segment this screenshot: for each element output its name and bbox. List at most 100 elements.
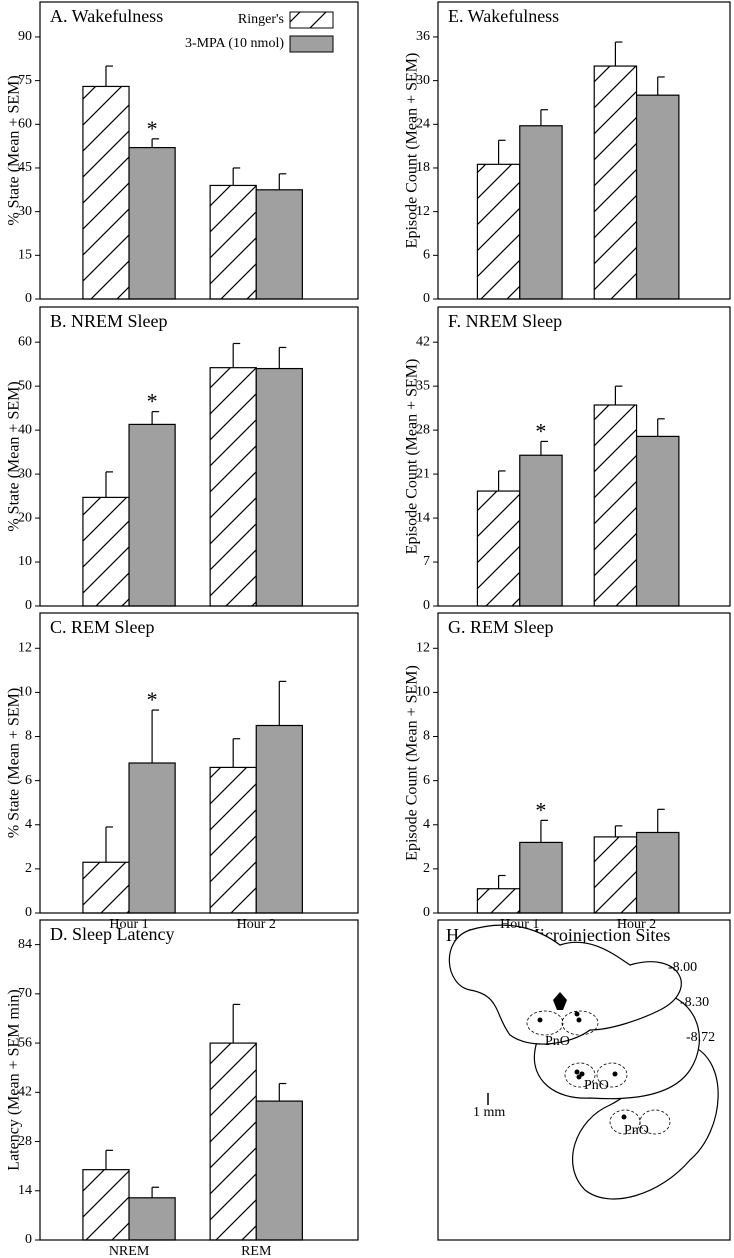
- y-tick-label: 50: [18, 378, 32, 393]
- y-tick-label: 70: [18, 986, 32, 1001]
- bar: [209, 367, 257, 607]
- y-tick-label: 35: [416, 378, 430, 393]
- error-bar: [278, 346, 287, 369]
- bar: [593, 65, 638, 300]
- y-tick-label: 6: [423, 248, 430, 263]
- bar: [82, 85, 130, 300]
- error-bar: [232, 1003, 241, 1044]
- y-tick-label: 14: [18, 1183, 32, 1198]
- panel: 0 10 20 30 40 50 60 % State (Mean + SEM) * B. NRE…: [6, 306, 359, 613]
- error-bar: [278, 680, 287, 726]
- bar: [635, 94, 680, 300]
- error-bar: [614, 825, 623, 837]
- panel-frame: [437, 306, 731, 607]
- bar: [635, 831, 680, 914]
- error-bar: [614, 385, 623, 405]
- y-tick-label: 45: [18, 160, 32, 175]
- panel-title: B. NREM Sleep: [50, 311, 168, 331]
- y-tick-label: 28: [18, 1134, 32, 1149]
- bar: [128, 146, 176, 300]
- y-axis-label: Episode Count (Mean + SEM): [404, 665, 421, 861]
- y-axis-label: % State (Mean + SEM): [6, 75, 23, 225]
- y-tick-label: 14: [416, 510, 430, 525]
- bar: [476, 490, 521, 607]
- y-tick-label: 8: [25, 729, 32, 744]
- error-bar: [151, 709, 160, 763]
- x-tick-label: NREM: [109, 1244, 150, 1258]
- bar: [128, 762, 176, 914]
- y-tick-label: 60: [18, 334, 32, 349]
- y-tick-label: 30: [18, 466, 32, 481]
- level-label: -8.30: [680, 995, 709, 1010]
- y-tick-label: 12: [18, 641, 32, 656]
- pno-outlines: [526, 1010, 671, 1135]
- y-tick-label: 6: [423, 773, 430, 788]
- panel: 0 2 4 6 8 10 12 Episode Count (Mean + SEM) Hour …: [404, 612, 731, 932]
- panel-title: A. Wakefulness: [50, 6, 163, 26]
- y-tick-label: 90: [18, 29, 32, 44]
- y-tick-label: 10: [416, 685, 430, 700]
- y-tick-label: 0: [25, 598, 32, 613]
- x-tick-label: Hour 1: [500, 917, 539, 932]
- y-tick-label: 0: [423, 291, 430, 306]
- x-tick-label: REM: [241, 1244, 272, 1258]
- section-800: [448, 924, 682, 1045]
- bar: [255, 1100, 303, 1241]
- error-bar: [105, 826, 113, 863]
- y-tick-label: 30: [416, 73, 430, 88]
- aqueduct: [553, 992, 567, 1010]
- y-tick-label: 84: [18, 937, 32, 952]
- error-bar: [657, 808, 665, 833]
- error-bar: [151, 138, 160, 148]
- y-axis-label: Episode Count (Mean + SEM): [404, 53, 421, 249]
- error-bar: [278, 1082, 287, 1102]
- bar: [255, 367, 303, 607]
- bar: [593, 404, 638, 607]
- y-tick-label: 2: [423, 861, 430, 876]
- y-tick-label: 12: [416, 204, 430, 219]
- region-label: PnO: [545, 1034, 570, 1049]
- error-bar: [105, 471, 113, 498]
- bar: [209, 1042, 257, 1241]
- error-bar: [497, 470, 506, 492]
- y-tick-label: 30: [18, 204, 32, 219]
- y-tick-label: 60: [18, 117, 32, 132]
- y-tick-label: 10: [18, 685, 32, 700]
- level-label: -8.00: [668, 960, 697, 975]
- bar: [255, 724, 303, 914]
- scale-bar-label: 1 mm: [473, 1105, 505, 1120]
- panel-title: G. REM Sleep: [448, 617, 554, 637]
- panel-title: E. Wakefulness: [448, 6, 559, 26]
- y-tick-label: 7: [423, 554, 430, 569]
- panel: 0 7 14 21 28 35 42 Episode Count (Mean + SEM) * F…: [404, 306, 731, 613]
- error-bar: [278, 173, 287, 190]
- error-bar: [105, 65, 113, 87]
- y-tick-label: 6: [25, 773, 32, 788]
- x-tick-label: Hour 2: [237, 917, 276, 932]
- error-bar: [151, 411, 160, 425]
- panel-title: F. NREM Sleep: [448, 311, 562, 331]
- error-bar: [232, 738, 241, 768]
- y-tick-label: 56: [18, 1035, 32, 1050]
- error-bar: [232, 342, 241, 368]
- bar: [82, 861, 130, 914]
- panel-frame: [39, 919, 359, 1241]
- bar: [635, 435, 680, 607]
- panel-frame: [39, 1, 359, 300]
- significance-mark: *: [535, 797, 546, 822]
- y-axis-label: Episode Count (Mean + SEM): [404, 359, 421, 555]
- y-tick-label: 15: [18, 248, 32, 263]
- y-tick-label: 36: [416, 29, 430, 44]
- significance-mark: *: [535, 418, 546, 443]
- y-tick-label: 0: [25, 1232, 32, 1247]
- y-tick-label: 18: [416, 160, 430, 175]
- x-tick-label: Hour 2: [617, 917, 656, 932]
- significance-mark: *: [147, 389, 158, 414]
- bar: [593, 836, 638, 914]
- y-tick-label: 20: [18, 510, 32, 525]
- bar: [82, 1169, 130, 1241]
- region-label: PnO: [584, 1078, 609, 1093]
- panel: 0 6 12 18 24 30 36 Episode Count (Mean + SEM) E.…: [404, 1, 731, 306]
